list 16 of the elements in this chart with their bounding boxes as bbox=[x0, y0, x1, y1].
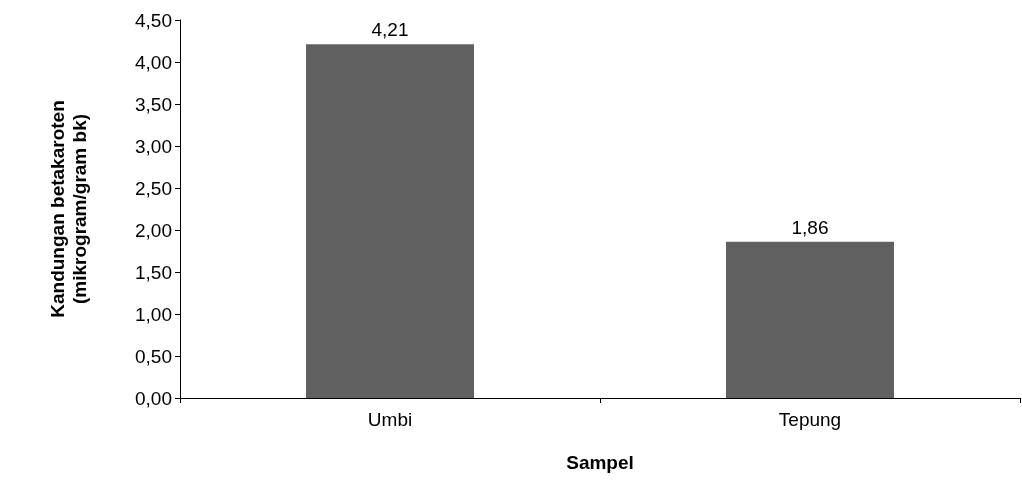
y-tick-label: 2,50 bbox=[135, 177, 172, 199]
x-tick-label: Tepung bbox=[778, 409, 842, 430]
y-tick-label: 0,50 bbox=[135, 345, 172, 367]
x-axis-title: Sampel bbox=[566, 452, 634, 473]
y-tick-label: 3,50 bbox=[135, 93, 172, 115]
y-axis-title: Kandungan betakaroten (mikrogram/gram bk) bbox=[46, 100, 90, 318]
y-tick-label: 1,50 bbox=[135, 261, 172, 283]
y-tick-label: 3,00 bbox=[135, 135, 172, 157]
x-tick-label: Umbi bbox=[367, 409, 413, 430]
y-tick-label: 4,50 bbox=[135, 9, 172, 31]
y-tick-label: 2,00 bbox=[135, 219, 172, 241]
data-label: 1,86 bbox=[791, 216, 829, 238]
data-label: 4,21 bbox=[371, 19, 409, 41]
y-tick-label: 0,00 bbox=[135, 387, 172, 409]
y-tick-label: 4,00 bbox=[135, 51, 172, 73]
y-tick-label: 1,00 bbox=[135, 303, 172, 325]
